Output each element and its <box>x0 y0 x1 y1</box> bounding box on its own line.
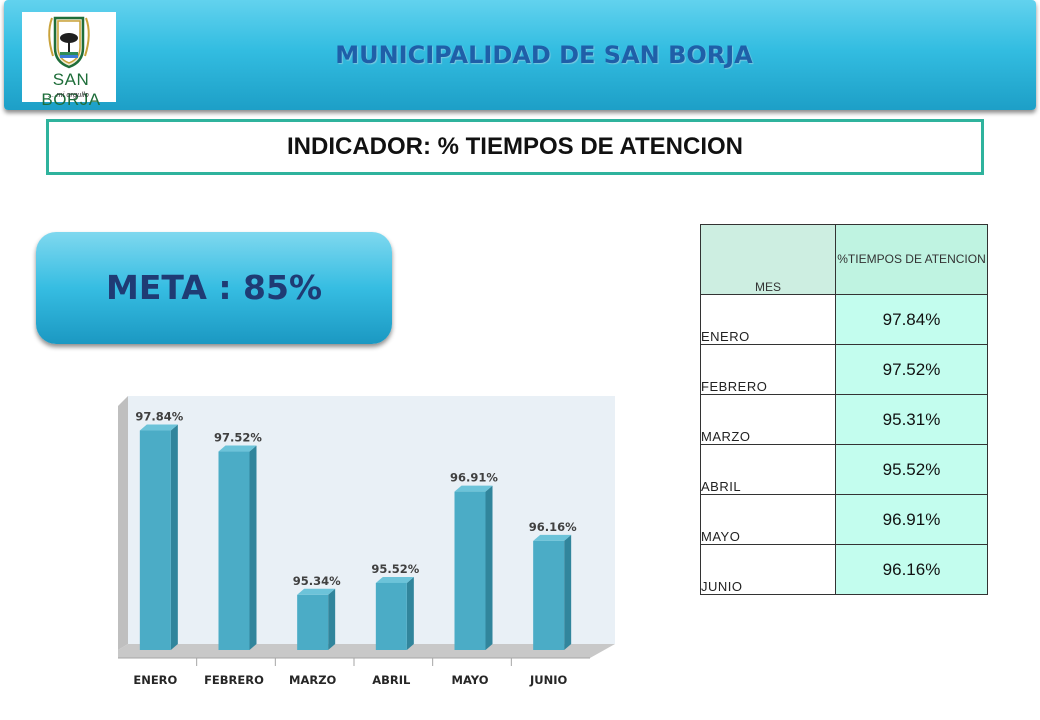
table-row: ABRIL 95.52% <box>700 444 988 495</box>
cell-pct: 95.31% <box>835 394 988 445</box>
cell-pct: 95.52% <box>835 444 988 495</box>
bar-side <box>406 576 414 650</box>
column-header-pct: %TIEMPOS DE ATENCION <box>835 224 988 295</box>
bar <box>533 540 565 650</box>
page-title: MUNICIPALIDAD DE SAN BORJA <box>335 41 753 69</box>
san-borja-logo: SAN BORJA ... mi orgullo <box>22 12 116 109</box>
indicator-label: INDICADOR: % TIEMPOS DE ATENCION <box>286 133 743 160</box>
bar-top <box>218 445 257 452</box>
cell-mes: JUNIO <box>700 544 836 595</box>
data-label: 96.91% <box>450 471 498 485</box>
table-row: JUNIO 96.16% <box>700 544 988 595</box>
data-label: 95.52% <box>371 562 419 576</box>
bar-top <box>454 485 493 492</box>
bar-side <box>170 424 178 650</box>
table-row: MAYO 96.91% <box>700 494 988 545</box>
data-label: 97.52% <box>214 431 262 445</box>
bar <box>375 582 407 650</box>
x-tick-label: MAYO <box>452 673 489 687</box>
data-label: 97.84% <box>135 410 183 424</box>
crest-icon <box>48 16 90 69</box>
cell-pct: 97.52% <box>835 344 988 395</box>
x-tick-label: FEBRERO <box>204 673 264 687</box>
table-row: FEBRERO 97.52% <box>700 344 988 395</box>
bar-top <box>533 534 572 541</box>
header-banner: SAN BORJA ... mi orgullo MUNICIPALIDAD D… <box>4 0 1036 110</box>
bar-chart: 97.84% ENERO 97.52% FEBRERO 95.34% MARZO 95.52… <box>118 396 615 687</box>
bar-top <box>139 424 178 431</box>
data-label: 95.34% <box>293 574 341 588</box>
bar <box>139 430 171 650</box>
x-tick-label: JUNIO <box>529 673 568 687</box>
bar <box>297 594 329 650</box>
cell-mes: MARZO <box>700 394 836 445</box>
indicator-box: INDICADOR: % TIEMPOS DE ATENCION <box>46 119 984 175</box>
bar-side <box>249 445 257 650</box>
table-row: MARZO 95.31% <box>700 394 988 445</box>
table-header-row: MES %TIEMPOS DE ATENCION <box>700 224 988 295</box>
logo-text: SAN BORJA <box>41 70 101 109</box>
x-tick-label: ABRIL <box>372 673 411 687</box>
cell-mes: FEBRERO <box>700 344 836 395</box>
cell-pct: 96.91% <box>835 494 988 545</box>
bar <box>454 491 486 650</box>
bar-top <box>375 576 414 583</box>
data-table: MES %TIEMPOS DE ATENCION ENERO 97.84% FE… <box>700 224 988 595</box>
chart-side-wall <box>118 396 128 650</box>
bar-top <box>297 588 336 595</box>
cell-mes: ENERO <box>700 294 836 345</box>
cell-pct: 96.16% <box>835 544 988 595</box>
meta-button: META : 85% <box>36 232 392 344</box>
x-tick-label: ENERO <box>133 673 177 687</box>
bar-side <box>485 485 493 650</box>
cell-pct: 97.84% <box>835 294 988 345</box>
table-row: ENERO 97.84% <box>700 294 988 345</box>
column-header-mes: MES <box>700 224 836 295</box>
cell-mes: MAYO <box>700 494 836 545</box>
bar <box>218 451 250 650</box>
logo-subtitle: ... mi orgullo <box>48 90 89 99</box>
x-tick-label: MARZO <box>289 673 337 687</box>
data-label: 96.16% <box>529 520 577 534</box>
meta-label: META : 85% <box>105 268 323 307</box>
cell-mes: ABRIL <box>700 444 836 495</box>
bar-side <box>564 534 572 650</box>
bar-side <box>328 588 336 650</box>
